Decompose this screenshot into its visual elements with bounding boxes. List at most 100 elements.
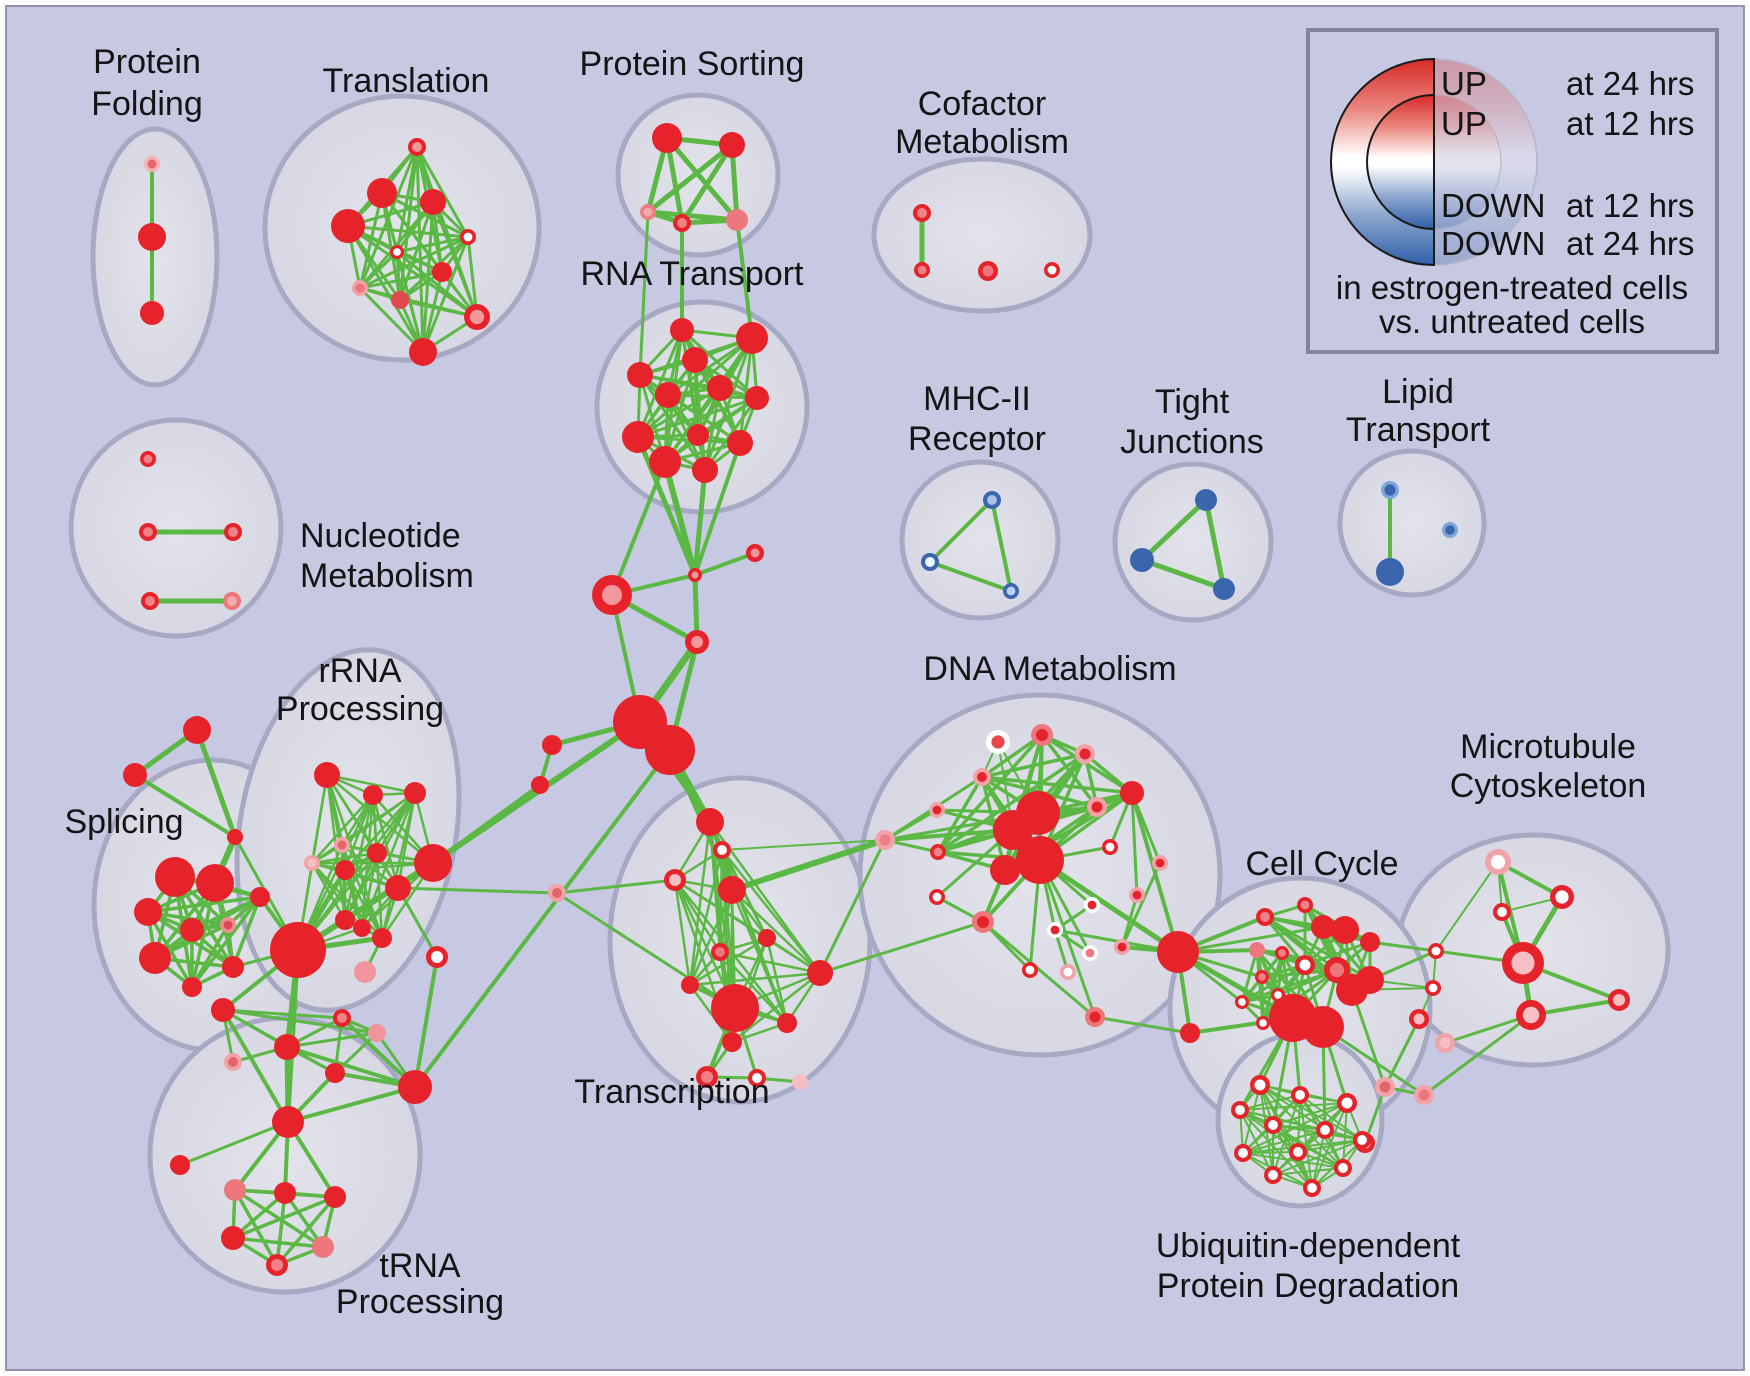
node-d22-center bbox=[1063, 967, 1073, 977]
node-trleft bbox=[170, 1155, 190, 1175]
network-edge bbox=[340, 843, 384, 940]
network-edge bbox=[231, 1195, 337, 1240]
node-th1 bbox=[224, 1179, 246, 1201]
node-t2 bbox=[367, 178, 397, 208]
node-tx15 bbox=[792, 1074, 808, 1090]
node-rr5-center bbox=[307, 858, 317, 868]
node-x1-center bbox=[1379, 1081, 1391, 1093]
network-edge bbox=[146, 895, 262, 914]
node-rr14-center bbox=[430, 950, 444, 964]
network-edge bbox=[636, 328, 684, 439]
network-edge bbox=[610, 460, 667, 597]
node-cc2-center bbox=[1300, 900, 1310, 910]
network-edge bbox=[396, 886, 439, 959]
cluster-ellipse-mhc-ii-receptor bbox=[899, 459, 1061, 621]
node-tj1 bbox=[1195, 489, 1217, 511]
node-ub2-center bbox=[1295, 1090, 1305, 1100]
network-edge bbox=[980, 733, 1044, 779]
network-edge bbox=[765, 936, 789, 1025]
network-edge bbox=[718, 950, 789, 1025]
network-edge bbox=[1239, 1102, 1348, 1111]
node-rr17 bbox=[274, 1034, 300, 1060]
node-pf3 bbox=[140, 301, 164, 325]
node-mh2-center bbox=[925, 557, 935, 567]
node-mh3-center bbox=[1006, 586, 1016, 596]
network-edge bbox=[275, 1191, 287, 1267]
node-tx13-center bbox=[700, 1070, 714, 1084]
network-edge bbox=[664, 135, 740, 223]
cluster-label-rrna-processing-line2: Processing bbox=[276, 690, 444, 728]
network-edge bbox=[343, 851, 379, 922]
node-sp8 bbox=[222, 956, 244, 978]
node-r6 bbox=[655, 382, 681, 408]
node-u4-center bbox=[145, 596, 155, 606]
node-rr22 bbox=[398, 1070, 432, 1104]
cluster-ellipse-cofactor-metabolism bbox=[871, 156, 1093, 314]
node-d12-center bbox=[1155, 858, 1165, 868]
node-ub9-center bbox=[1293, 1147, 1303, 1157]
node-cf3-center bbox=[982, 265, 994, 277]
network-edge bbox=[680, 328, 759, 400]
network-edge bbox=[296, 791, 417, 952]
network-edge bbox=[729, 837, 888, 893]
node-d5-center bbox=[932, 805, 942, 815]
node-d10 bbox=[1016, 836, 1064, 884]
node-rr16 bbox=[211, 998, 235, 1022]
node-m7-center bbox=[1413, 1013, 1425, 1025]
node-sp7 bbox=[139, 942, 171, 974]
legend-text-3: UP bbox=[1441, 105, 1487, 142]
network-edge bbox=[928, 498, 994, 564]
node-ub1-center bbox=[1254, 1079, 1266, 1091]
node-r4 bbox=[627, 362, 653, 388]
cluster-label-microtubule-cytoskeleton-line2: Cytoskeleton bbox=[1450, 767, 1647, 805]
node-tx5-center bbox=[552, 888, 562, 898]
network-edge bbox=[1203, 497, 1227, 592]
network-edge bbox=[395, 235, 470, 254]
node-d1-center bbox=[991, 735, 1005, 749]
network-edge bbox=[358, 250, 399, 290]
cluster-ellipse-nucleotide-metabolism bbox=[68, 417, 284, 639]
node-cf2-center bbox=[917, 265, 927, 275]
node-rr8 bbox=[414, 844, 452, 882]
network-edge bbox=[190, 895, 262, 989]
node-p2 bbox=[719, 132, 745, 158]
network-edge bbox=[285, 1045, 417, 1089]
network-edge bbox=[721, 839, 886, 851]
node-d14 bbox=[990, 855, 1020, 885]
node-rr20 bbox=[368, 1024, 386, 1042]
node-d2-center bbox=[1035, 728, 1049, 742]
node-c2-center bbox=[750, 548, 760, 558]
node-c6 bbox=[645, 725, 695, 775]
network-edge bbox=[346, 224, 425, 354]
network-edge bbox=[679, 142, 735, 226]
cluster-label-transcription-line1: Transcription bbox=[574, 1073, 769, 1111]
node-sp4 bbox=[250, 887, 270, 907]
network-edge bbox=[703, 336, 754, 472]
network-edge bbox=[1139, 557, 1227, 592]
network-edge bbox=[638, 210, 650, 377]
node-p5 bbox=[726, 209, 748, 231]
node-s2 bbox=[123, 763, 147, 787]
network-edge bbox=[1093, 1015, 1192, 1035]
network-edge bbox=[1368, 940, 1438, 953]
cluster-ellipse-transcription bbox=[607, 775, 873, 1105]
node-d18-center bbox=[1132, 890, 1142, 900]
legend-text-1: UP bbox=[1441, 65, 1487, 102]
node-rrhub bbox=[270, 922, 326, 978]
node-t9 bbox=[391, 291, 409, 309]
node-rr10 bbox=[335, 910, 355, 930]
node-r12 bbox=[692, 457, 718, 483]
node-d9 bbox=[993, 810, 1033, 850]
node-rr12 bbox=[372, 928, 392, 948]
network-edge bbox=[1130, 791, 1180, 954]
node-cc7-center bbox=[1278, 949, 1286, 957]
label-layer: Protein Folding Translation Protein Sorting… bbox=[64, 43, 1646, 1321]
node-u2-center bbox=[143, 527, 153, 537]
node-rr3 bbox=[404, 782, 426, 804]
node-cc6 bbox=[1249, 942, 1265, 958]
node-dconn-center bbox=[879, 834, 891, 846]
node-c1-center bbox=[691, 571, 699, 579]
cluster-label-tight-junctions-line2: Junctions bbox=[1120, 423, 1264, 461]
node-th3 bbox=[324, 1186, 346, 1208]
